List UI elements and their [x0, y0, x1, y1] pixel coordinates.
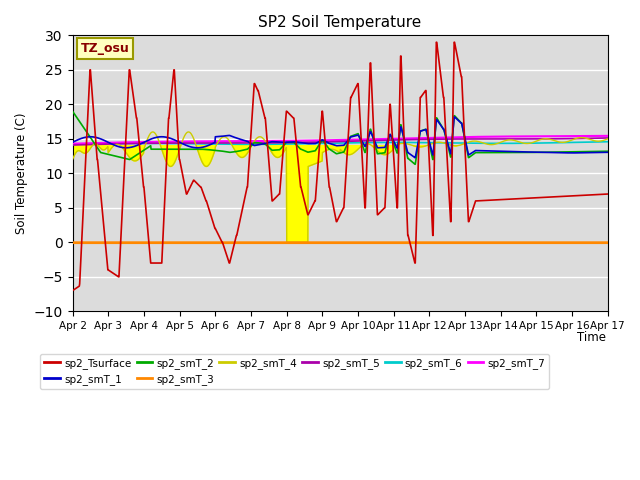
- Y-axis label: Soil Temperature (C): Soil Temperature (C): [15, 113, 28, 234]
- Title: SP2 Soil Temperature: SP2 Soil Temperature: [259, 15, 422, 30]
- Text: TZ_osu: TZ_osu: [81, 42, 129, 55]
- Legend: sp2_Tsurface, sp2_smT_1, sp2_smT_2, sp2_smT_3, sp2_smT_4, sp2_smT_5, sp2_smT_6, : sp2_Tsurface, sp2_smT_1, sp2_smT_2, sp2_…: [40, 354, 549, 389]
- X-axis label: Time: Time: [577, 331, 606, 344]
